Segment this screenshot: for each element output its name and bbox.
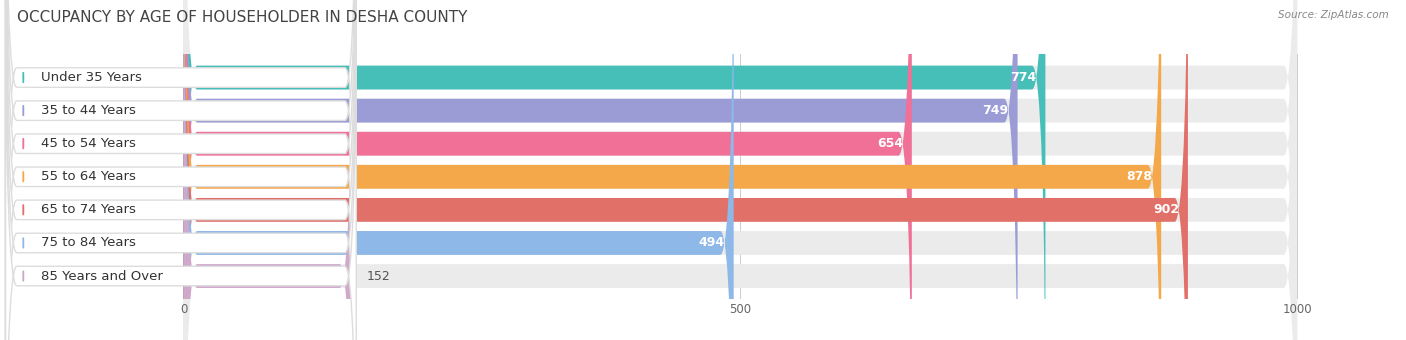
Text: 494: 494 bbox=[699, 236, 724, 250]
FancyBboxPatch shape bbox=[6, 0, 356, 340]
FancyBboxPatch shape bbox=[184, 0, 1161, 340]
Text: 55 to 64 Years: 55 to 64 Years bbox=[41, 170, 136, 183]
FancyBboxPatch shape bbox=[184, 0, 1296, 340]
FancyBboxPatch shape bbox=[184, 0, 1296, 340]
FancyBboxPatch shape bbox=[6, 0, 356, 340]
FancyBboxPatch shape bbox=[184, 0, 912, 340]
Text: 152: 152 bbox=[367, 270, 389, 283]
FancyBboxPatch shape bbox=[184, 0, 353, 340]
Text: 749: 749 bbox=[983, 104, 1008, 117]
FancyBboxPatch shape bbox=[6, 0, 356, 340]
Text: Under 35 Years: Under 35 Years bbox=[41, 71, 142, 84]
FancyBboxPatch shape bbox=[6, 0, 356, 340]
FancyBboxPatch shape bbox=[184, 0, 1296, 340]
Text: 654: 654 bbox=[877, 137, 903, 150]
Text: 878: 878 bbox=[1126, 170, 1153, 183]
FancyBboxPatch shape bbox=[184, 0, 1296, 340]
FancyBboxPatch shape bbox=[6, 0, 356, 340]
Text: 65 to 74 Years: 65 to 74 Years bbox=[41, 203, 136, 216]
FancyBboxPatch shape bbox=[184, 0, 1018, 340]
FancyBboxPatch shape bbox=[184, 0, 1296, 340]
Text: 774: 774 bbox=[1011, 71, 1036, 84]
Text: OCCUPANCY BY AGE OF HOUSEHOLDER IN DESHA COUNTY: OCCUPANCY BY AGE OF HOUSEHOLDER IN DESHA… bbox=[17, 10, 467, 25]
FancyBboxPatch shape bbox=[6, 0, 356, 340]
Text: 35 to 44 Years: 35 to 44 Years bbox=[41, 104, 136, 117]
Text: 45 to 54 Years: 45 to 54 Years bbox=[41, 137, 136, 150]
Text: 85 Years and Over: 85 Years and Over bbox=[41, 270, 163, 283]
FancyBboxPatch shape bbox=[184, 0, 1296, 340]
Text: Source: ZipAtlas.com: Source: ZipAtlas.com bbox=[1278, 10, 1389, 20]
FancyBboxPatch shape bbox=[184, 0, 1188, 340]
FancyBboxPatch shape bbox=[184, 0, 734, 340]
FancyBboxPatch shape bbox=[6, 0, 356, 340]
Text: 75 to 84 Years: 75 to 84 Years bbox=[41, 236, 136, 250]
FancyBboxPatch shape bbox=[184, 0, 1296, 340]
Text: 902: 902 bbox=[1153, 203, 1180, 216]
FancyBboxPatch shape bbox=[184, 0, 1046, 340]
